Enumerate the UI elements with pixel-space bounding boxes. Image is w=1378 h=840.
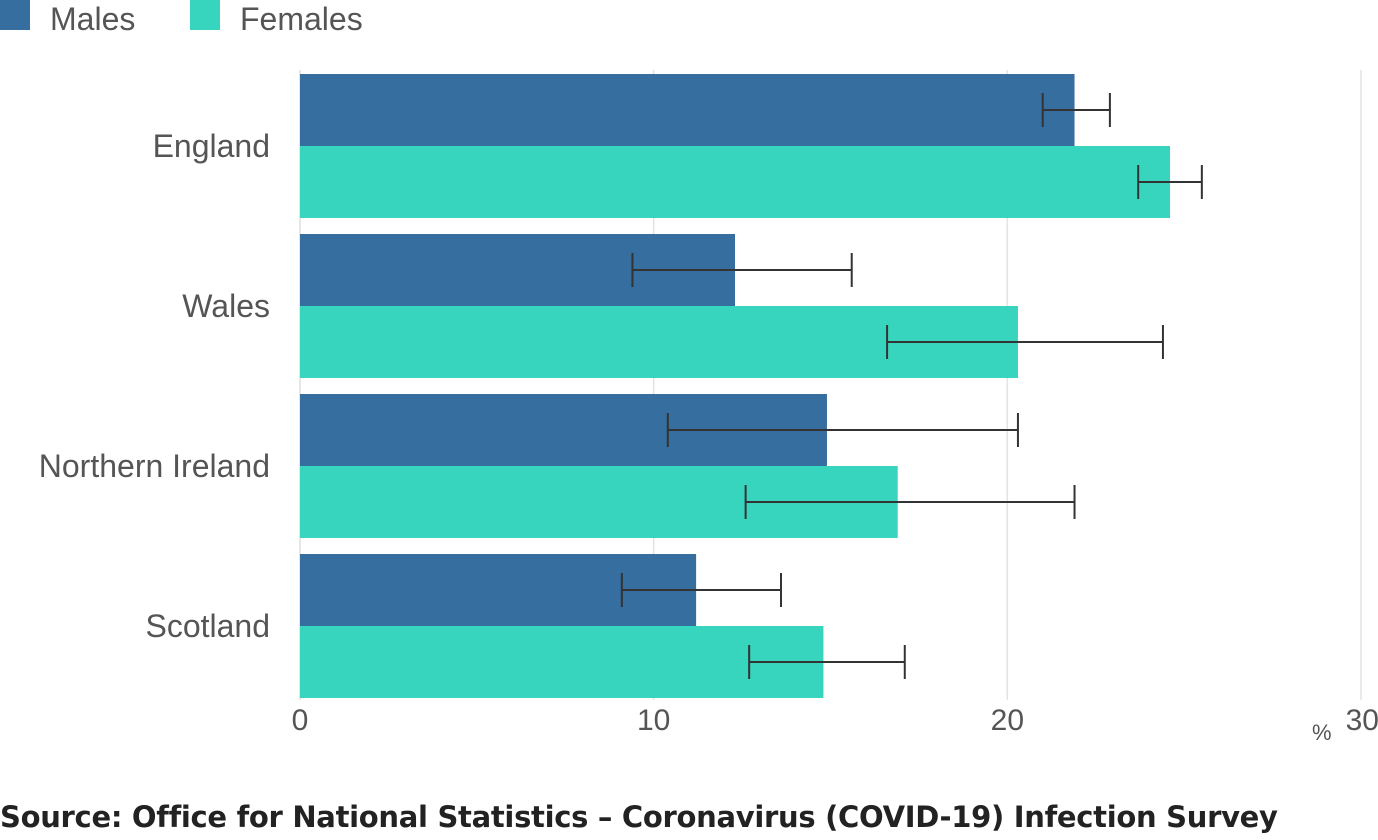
- error-bar: [631, 253, 853, 287]
- legend-swatch-females: [190, 0, 220, 30]
- error-bars: [620, 93, 1203, 679]
- legend-label-males: Males: [50, 1, 135, 37]
- x-tick-label-10: 10: [637, 704, 670, 737]
- x-axis-unit: %: [1312, 720, 1332, 745]
- error-bar: [748, 645, 906, 679]
- category-labels: England Wales Northern Ireland Scotland: [39, 128, 270, 644]
- bar-females: [300, 626, 824, 698]
- category-label: England: [153, 128, 270, 164]
- error-bar: [620, 573, 782, 607]
- x-tick-label-20: 20: [991, 704, 1024, 737]
- error-bar: [1041, 93, 1111, 127]
- legend: Males Females: [0, 0, 363, 37]
- category-label: Northern Ireland: [39, 448, 270, 484]
- error-bar: [744, 485, 1076, 519]
- bars: [300, 74, 1171, 698]
- bar-chart: England Wales Northern Ireland Scotland 0 10…: [0, 0, 1378, 745]
- category-label: Wales: [182, 288, 270, 324]
- bar-females: [300, 146, 1171, 218]
- x-tick-label-0: 0: [292, 704, 309, 737]
- source-note: Source: Office for National Statistics –…: [0, 800, 1278, 834]
- error-bar: [886, 325, 1164, 359]
- error-bar: [666, 413, 1019, 447]
- x-tick-label-30: 30: [1346, 704, 1378, 737]
- category-label: Scotland: [145, 608, 270, 644]
- error-bar: [1137, 165, 1203, 199]
- bar-males: [300, 74, 1075, 146]
- legend-swatch-males: [0, 0, 30, 30]
- x-axis-ticks: 0 10 20 30: [292, 704, 1378, 737]
- legend-label-females: Females: [240, 1, 363, 37]
